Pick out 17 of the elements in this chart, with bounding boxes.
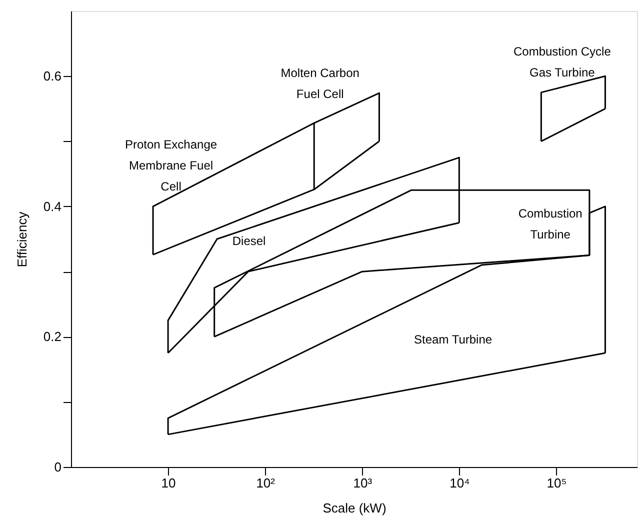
series-label: Combustion Turbine — [518, 206, 582, 242]
series-label: Diesel — [232, 234, 266, 248]
x-tick-label: 10⁵ — [546, 476, 567, 490]
y-tick-label: 0.6 — [43, 68, 62, 84]
x-tick-label: 10 — [161, 476, 176, 490]
y-tick-label: 0 — [54, 460, 62, 474]
x-tick-label: 10² — [256, 476, 276, 490]
series-label: Combustion Cycle Gas Turbine — [513, 44, 612, 80]
x-tick-label: 10⁴ — [450, 476, 470, 490]
y-tick-label: 0.2 — [43, 329, 62, 344]
text: Steam Turbine — [414, 332, 492, 346]
y-axis-title: Efficiency — [14, 211, 30, 268]
series-label: Proton Exchange Membrane Fuel Cell — [124, 138, 218, 194]
series-label: Molten Carbon Fuel Cell — [280, 66, 360, 102]
x-tick-label: 10³ — [353, 476, 373, 490]
y-tick-label: 0.4 — [43, 198, 62, 214]
x-axis-title: Scale (kW) — [322, 500, 386, 516]
